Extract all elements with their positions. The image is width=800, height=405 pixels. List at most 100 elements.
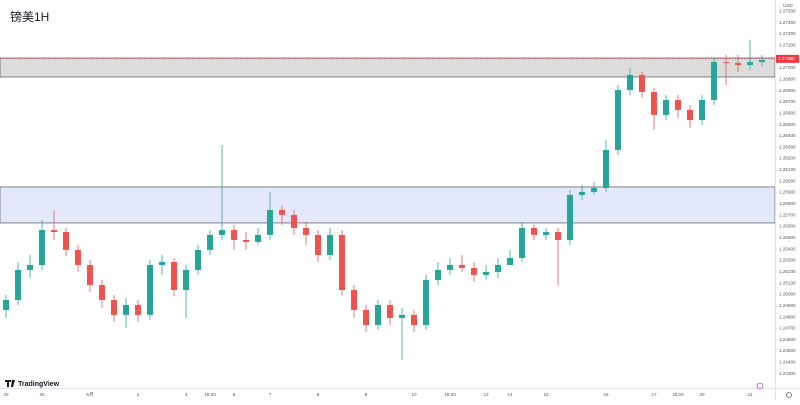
candle-body xyxy=(543,232,549,235)
y-tick-label: 1.26400 xyxy=(779,133,796,138)
price-zone xyxy=(0,57,776,78)
x-tick-label: 5月 xyxy=(86,392,93,398)
plot-layer xyxy=(0,39,776,360)
candle-body xyxy=(507,257,513,265)
x-tick-label: 9 xyxy=(365,392,368,397)
candle-body xyxy=(435,269,441,280)
candle-body xyxy=(75,249,81,265)
candle-body xyxy=(183,269,189,290)
candle-body xyxy=(351,289,357,310)
candle-body xyxy=(99,285,105,300)
y-tick-label: 1.24900 xyxy=(779,303,796,308)
y-tick-label: 1.27000 xyxy=(779,65,796,70)
candle-body xyxy=(195,249,201,270)
candle-body xyxy=(759,60,765,63)
candle-body xyxy=(483,271,489,275)
y-tick-label: 1.27300 xyxy=(779,31,796,36)
candle-body xyxy=(699,99,705,121)
candle-body xyxy=(255,234,261,242)
y-tick-label: 1.24800 xyxy=(779,314,796,319)
x-tick-label: 14 xyxy=(507,392,513,397)
candle-body xyxy=(339,234,345,290)
y-tick-label: 1.26600 xyxy=(779,110,796,115)
y-tick-label: 1.25300 xyxy=(779,258,796,263)
candle-body xyxy=(159,261,165,265)
candle-body xyxy=(555,232,561,240)
y-tick-label: 1.26100 xyxy=(779,167,796,172)
candle-body xyxy=(471,267,477,275)
candle-body xyxy=(735,62,741,65)
candle-body xyxy=(627,74,633,91)
candle-body xyxy=(147,264,153,315)
y-tick-label: 1.27400 xyxy=(779,20,796,25)
candle-body xyxy=(495,264,501,272)
brand-logo xyxy=(5,380,15,387)
brand-name: TradingView xyxy=(18,381,60,388)
y-tick-label: 1.25500 xyxy=(779,235,796,240)
x-tick-label: 8 xyxy=(317,392,320,397)
candle-body xyxy=(3,299,9,310)
x-tick-label: 16 xyxy=(603,392,609,397)
candle-body xyxy=(231,229,237,240)
y-tick-label: 1.24700 xyxy=(779,326,796,331)
candle-body xyxy=(15,269,21,300)
candle-body xyxy=(615,90,621,150)
candle-body xyxy=(267,209,273,235)
candle-body xyxy=(711,62,717,100)
candle-body xyxy=(291,214,297,228)
y-tick-label: 1.25900 xyxy=(779,190,796,195)
candle-body xyxy=(327,234,333,256)
settings-button[interactable] xyxy=(786,392,792,398)
x-tick-label: 2 xyxy=(137,392,140,397)
candle-body xyxy=(27,264,33,270)
candle-body xyxy=(591,187,597,192)
x-tick-label: 3 xyxy=(185,392,188,397)
candle-body xyxy=(63,232,69,250)
x-tick-label: 7 xyxy=(269,392,272,397)
candle-body xyxy=(519,227,525,258)
x-tick-label: 15:00 xyxy=(444,392,456,397)
y-tick-label: 1.25600 xyxy=(779,224,796,229)
last-price-badge xyxy=(776,54,799,63)
x-tick-label: 6 xyxy=(233,392,236,397)
y-tick-label: 1.24300 xyxy=(779,371,796,376)
candle-body xyxy=(747,62,753,65)
candle-body xyxy=(603,149,609,188)
x-tick-label: 10 xyxy=(411,392,417,397)
candle-body xyxy=(219,229,225,235)
candle-body xyxy=(411,314,417,325)
candle-body xyxy=(651,91,657,115)
candle-body xyxy=(531,227,537,235)
candle-body xyxy=(639,74,645,92)
x-tick-label: 15 xyxy=(543,392,549,397)
candle-body xyxy=(723,62,729,63)
candle-body xyxy=(579,191,585,195)
candle-body xyxy=(363,309,369,325)
y-tick-label: 1.24400 xyxy=(779,360,796,365)
y-tick-label: 1.27500 xyxy=(779,9,796,14)
x-tick-label: 29 xyxy=(3,392,9,397)
y-tick-label: 1.24600 xyxy=(779,337,796,342)
price-zone xyxy=(0,186,776,224)
candle-body xyxy=(423,279,429,325)
y-tick-label: 1.25000 xyxy=(779,292,796,297)
y-tick-label: 1.24500 xyxy=(779,348,796,353)
x-tick-label: 30 xyxy=(39,392,45,397)
candle-body xyxy=(303,227,309,235)
candle-body xyxy=(387,304,393,318)
candle-body xyxy=(375,304,381,325)
y-tick-label: 1.27200 xyxy=(779,43,796,48)
candle-body xyxy=(111,299,117,315)
candle-body xyxy=(123,304,129,315)
candle-body xyxy=(447,264,453,270)
y-tick-label: 1.26500 xyxy=(779,122,796,127)
candle-body xyxy=(87,264,93,286)
x-tick-label: 15:00 xyxy=(672,392,684,397)
y-tick-label: 1.25400 xyxy=(779,246,796,251)
candle-body xyxy=(243,239,249,242)
auto-scale-button[interactable] xyxy=(756,382,764,390)
candle-body xyxy=(399,314,405,318)
y-tick-label: 1.26800 xyxy=(779,88,796,93)
y-tick-label: 1.25100 xyxy=(779,280,796,285)
